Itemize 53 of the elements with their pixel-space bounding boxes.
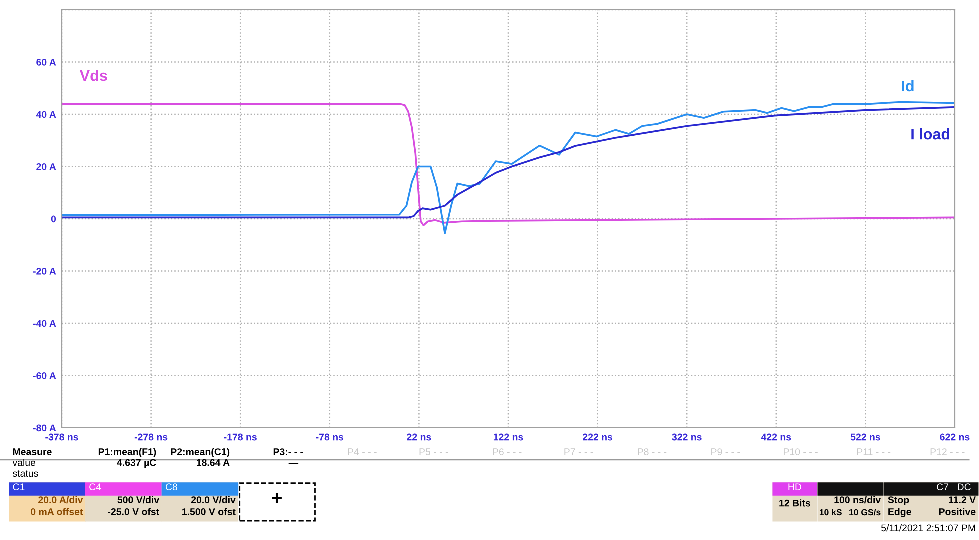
text: 20.0 V/div — [191, 496, 236, 504]
y-tick-label: 0 — [51, 216, 56, 223]
text: Stop — [888, 496, 910, 506]
text: DC — [958, 484, 971, 491]
text: Positive — [939, 508, 976, 516]
x-tick-label: -78 ns — [316, 434, 344, 441]
text: P2:mean(C1) — [171, 448, 230, 458]
text: C8 — [166, 484, 178, 491]
x-tick-label: 122 ns — [494, 434, 524, 441]
y-tick-label: -40 A — [33, 320, 56, 328]
text: C1 — [13, 484, 25, 491]
text: 4.637 µC — [117, 459, 156, 468]
y-tick-label: 20 A — [36, 163, 56, 170]
text: 12 Bits — [780, 500, 810, 507]
x-tick-label: 622 ns — [940, 434, 970, 441]
series-label: Vds — [80, 70, 108, 82]
y-tick-label: 60 A — [36, 58, 56, 66]
text: C4 — [90, 484, 102, 491]
text: 5/11/2021 2:51:07 PM — [882, 524, 976, 532]
x-tick-label: -278 ns — [134, 434, 168, 441]
x-tick-label: 522 ns — [850, 434, 880, 441]
text: P1:mean(F1) — [98, 448, 156, 458]
text: 500 V/div — [118, 496, 160, 504]
y-tick-label: -80 A — [33, 424, 56, 432]
x-tick-label: 422 ns — [761, 434, 792, 441]
series-label: Id — [902, 80, 914, 92]
x-tick-label: -178 ns — [224, 434, 257, 441]
text: 11.2 V — [949, 496, 976, 504]
text: 100 ns/div — [834, 496, 882, 504]
text: value — [12, 459, 36, 466]
text: 1.500 V ofst — [182, 508, 236, 516]
text: HD — [788, 484, 802, 490]
text: — — [288, 463, 299, 464]
x-tick-label: 322 ns — [672, 434, 702, 441]
text: 18.64 A — [196, 459, 230, 466]
text: P3:- - - — [274, 448, 304, 456]
text: 0 mA offset — [31, 508, 84, 516]
text: + — [272, 493, 282, 504]
y-tick-label: 40 A — [36, 111, 56, 118]
x-tick-label: 222 ns — [583, 434, 613, 441]
text: 20.0 A/div — [38, 496, 84, 504]
text: -25.0 V ofst — [108, 508, 160, 516]
text: Measure — [13, 448, 52, 456]
text: 10 GS/s — [850, 509, 881, 516]
text: Edge — [888, 508, 912, 518]
series-label: I load — [912, 128, 950, 140]
y-tick-label: -60 A — [33, 372, 56, 380]
text: 10 kS — [820, 509, 842, 516]
x-tick-label: 22 ns — [407, 434, 432, 441]
text: status — [12, 470, 38, 478]
x-tick-label: -378 ns — [46, 434, 78, 441]
y-tick-label: -20 A — [33, 268, 56, 275]
text: C7 — [937, 484, 949, 491]
